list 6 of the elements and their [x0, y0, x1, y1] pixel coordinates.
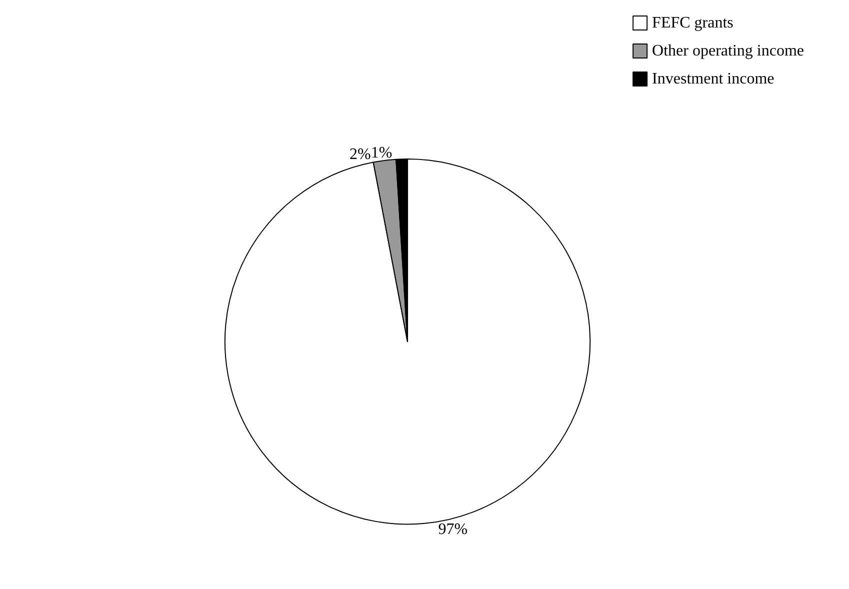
legend-label: Investment income — [652, 70, 774, 88]
data-label: 2% — [350, 146, 371, 164]
legend-label: Other operating income — [652, 42, 804, 60]
legend-label: FEFC grants — [652, 14, 734, 32]
data-label: 1% — [370, 144, 392, 162]
data-label: 97% — [438, 520, 468, 538]
